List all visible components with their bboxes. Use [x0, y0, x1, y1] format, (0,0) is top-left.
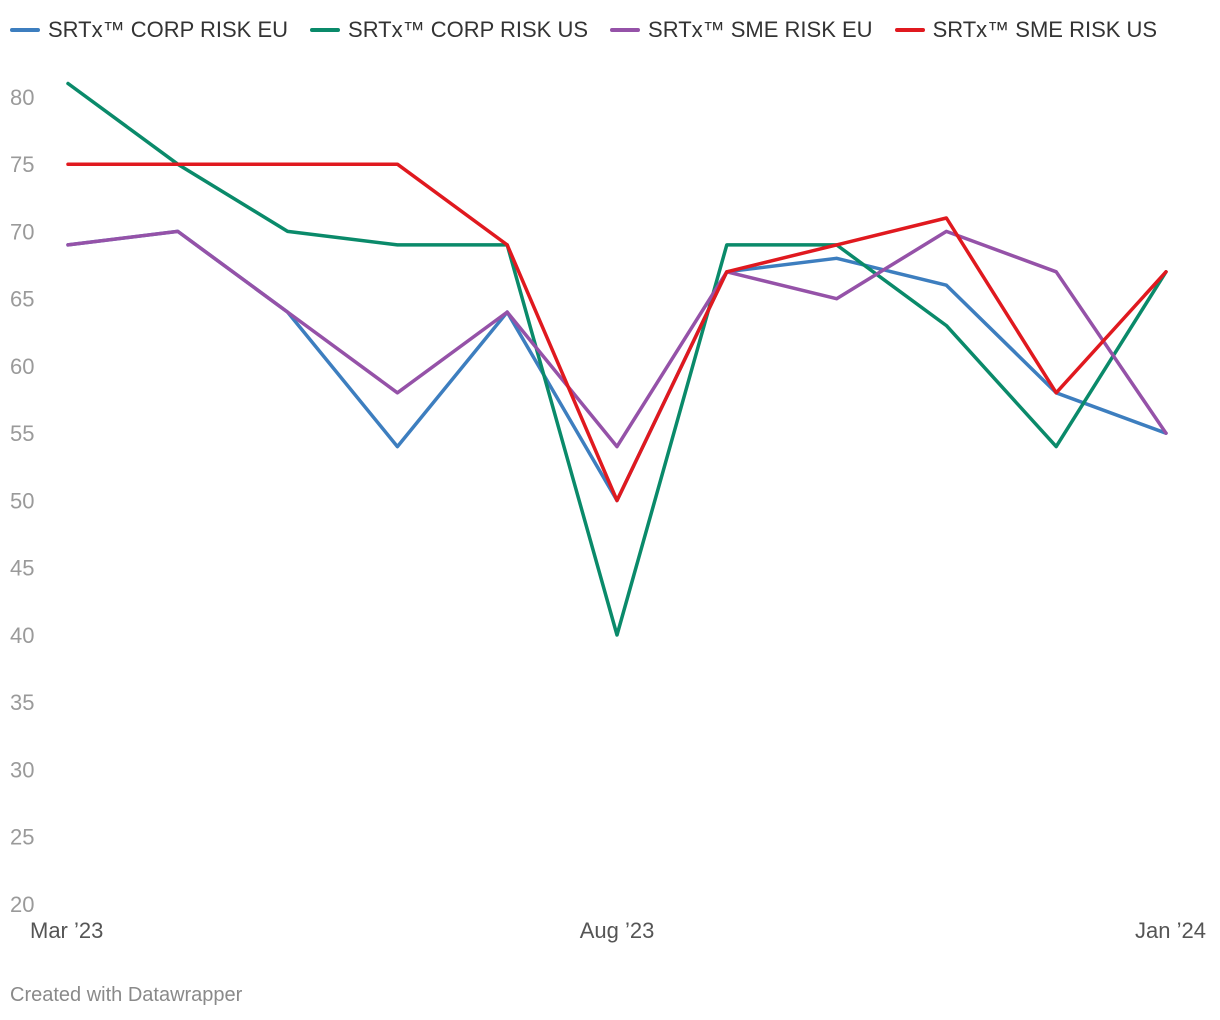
y-tick-label: 20: [10, 892, 34, 917]
legend-item: SRTx™ SME RISK EU: [610, 17, 873, 43]
x-tick-label: Mar ’23: [30, 918, 103, 943]
y-tick-label: 50: [10, 488, 34, 513]
series-line-2: [66, 81, 1168, 637]
y-tick-label: 75: [10, 152, 34, 177]
credit-text: Created with Datawrapper: [10, 984, 243, 1006]
x-tick-label: Aug ’23: [580, 918, 655, 943]
y-tick-label: 40: [10, 623, 34, 648]
legend-label: SRTx™ SME RISK US: [932, 17, 1158, 42]
y-tick-label: 25: [10, 825, 34, 850]
y-tick-label: 30: [10, 757, 34, 782]
line-chart: 20 25 30 35 40 45 50 55 60 65 70 75 80 Mar ’23 Aug ’23…: [10, 81, 1206, 943]
series-line-3: [66, 229, 1168, 449]
legend-item: SRTx™ CORP RISK EU: [10, 17, 288, 43]
chart-legend: SRTx™ CORP RISK EU SRTx™ CORP RISK US SRTx…: [10, 14, 1179, 46]
legend-item: SRTx™ SME RISK US: [894, 17, 1158, 43]
y-tick-label: 45: [10, 556, 34, 581]
legend-label: SRTx™ CORP RISK EU: [48, 17, 289, 42]
legend-swatch: [894, 28, 925, 32]
y-tick-label: 60: [10, 354, 34, 379]
legend-label: SRTx™ CORP RISK US: [348, 17, 589, 42]
y-tick-label: 55: [10, 421, 34, 446]
legend-swatch: [310, 28, 341, 32]
x-tick-label: Jan ’24: [1135, 918, 1206, 943]
legend-swatch: [10, 28, 40, 32]
series-line-4: [66, 162, 1168, 503]
y-tick-label: 65: [10, 287, 34, 312]
y-tick-label: 35: [10, 690, 34, 715]
legend-item: SRTx™ CORP RISK US: [310, 17, 588, 43]
y-tick-label: 70: [10, 219, 34, 244]
legend-swatch: [610, 28, 641, 32]
legend-label: SRTx™ SME RISK EU: [648, 17, 873, 42]
y-tick-label: 80: [10, 85, 34, 110]
